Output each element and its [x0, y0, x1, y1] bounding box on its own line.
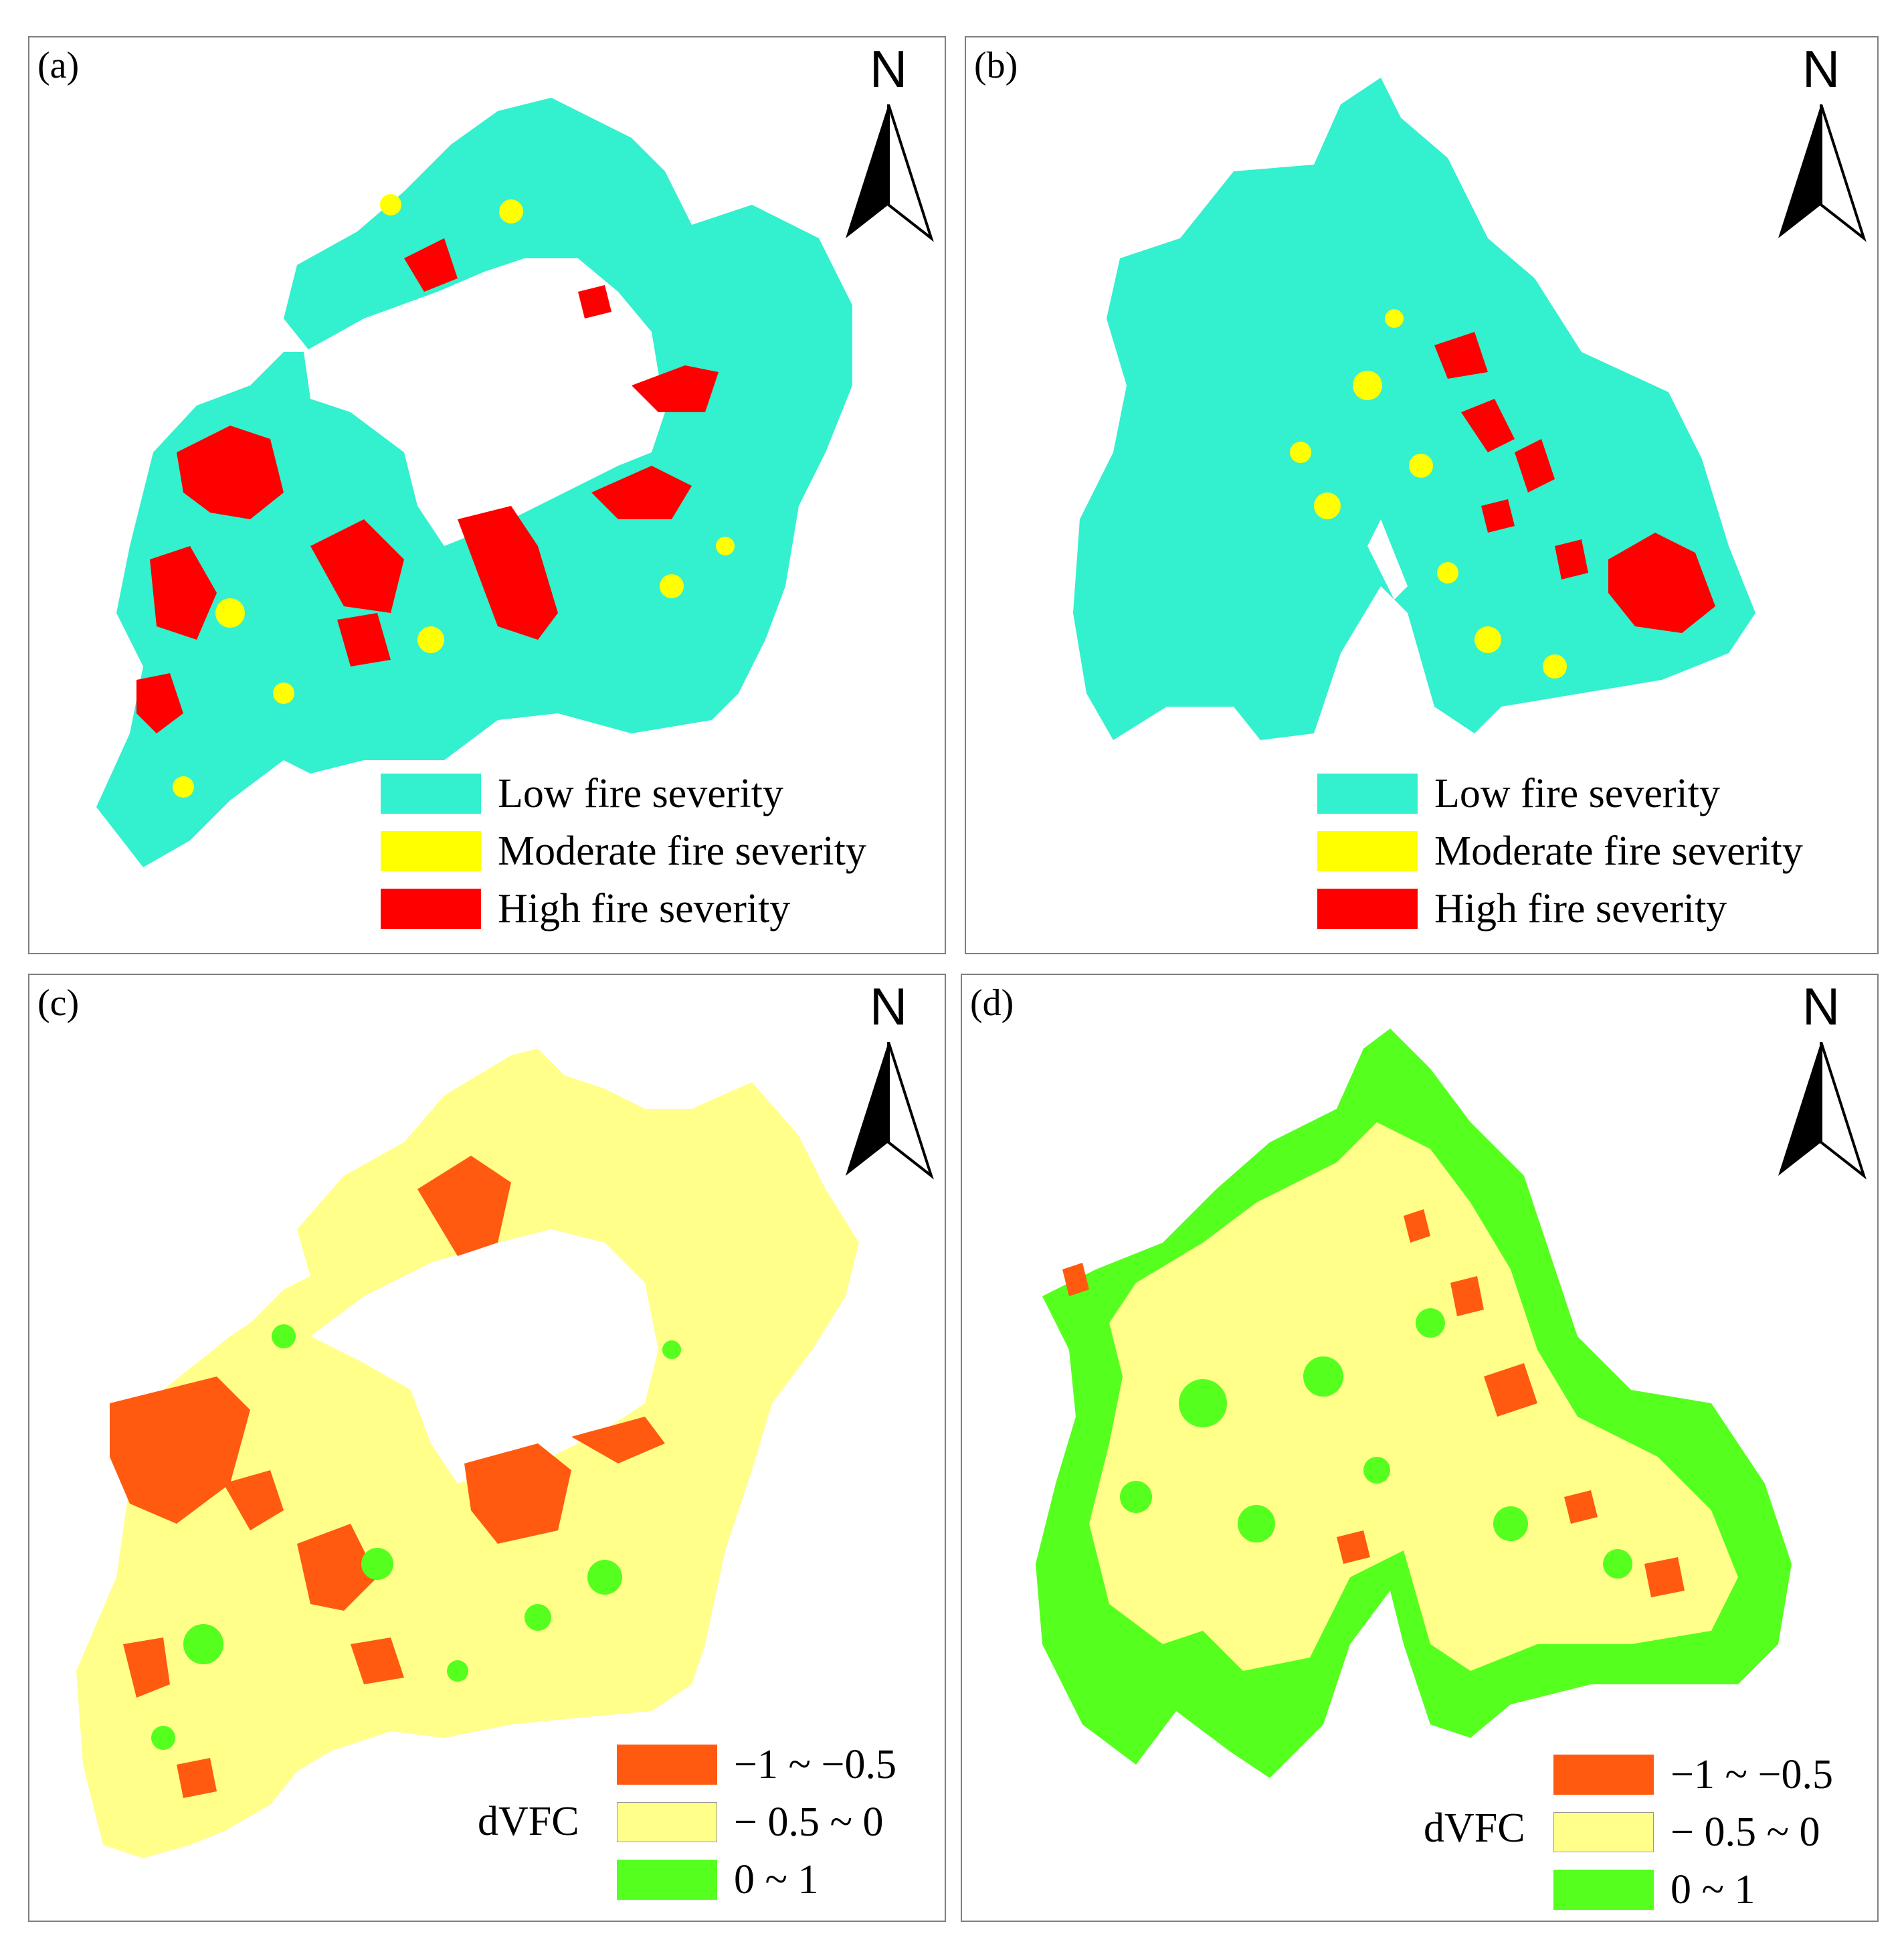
- legend-swatch-positive: [617, 1860, 717, 1900]
- legend-swatch-moderate: [381, 831, 481, 871]
- legend-label-low: Low fire severity: [1434, 771, 1720, 816]
- north-arrow-icon: [846, 1042, 934, 1180]
- legend-swatch-high: [1317, 889, 1418, 929]
- legend-label-negative-low: − 0.5 ~ 0: [1671, 1809, 1820, 1855]
- legend-label-moderate: Moderate fire severity: [1434, 828, 1803, 874]
- legend-label-negative-low: − 0.5 ~ 0: [734, 1799, 884, 1845]
- north-label: N: [869, 39, 908, 98]
- panel-c: (c) N dVFC −1 ~ −0.5 − 0.5 ~ 0 0 ~ 1: [28, 974, 946, 1922]
- legend-label-high: High fire severity: [1434, 886, 1727, 931]
- north-label: N: [1802, 977, 1840, 1036]
- north-arrow-b: N: [1774, 43, 1868, 257]
- north-arrow-d: N: [1774, 980, 1868, 1194]
- legend-label-high: High fire severity: [498, 886, 791, 931]
- panel-d: (d) N dVFC −1 ~ −0.5 − 0.5 ~ 0 0 ~ 1: [961, 974, 1879, 1922]
- legend-swatch-positive: [1553, 1870, 1654, 1910]
- north-arrow-a: N: [842, 43, 935, 257]
- panel-a: (a) N Low fire severity Moderate fire se…: [28, 36, 946, 954]
- north-arrow-icon: [1778, 104, 1867, 242]
- panel-label-c: (c): [37, 982, 80, 1024]
- legend-swatch-negative-high: [617, 1745, 717, 1785]
- panel-label-b: (b): [974, 45, 1018, 86]
- legend-swatch-negative-low: [1553, 1812, 1654, 1852]
- north-arrow-icon: [1778, 1042, 1867, 1180]
- north-label: N: [869, 977, 908, 1036]
- legend-label-moderate: Moderate fire severity: [498, 828, 866, 874]
- legend-label-negative-high: −1 ~ −0.5: [734, 1742, 896, 1787]
- legend-swatch-negative-high: [1553, 1755, 1654, 1795]
- legend-swatch-negative-low: [617, 1802, 717, 1842]
- legend-label-negative-high: −1 ~ −0.5: [1671, 1752, 1833, 1797]
- north-label: N: [1802, 39, 1840, 98]
- legend-label-low: Low fire severity: [498, 771, 783, 816]
- legend-swatch-low: [1317, 774, 1418, 814]
- fire-severity-map-a: [96, 98, 852, 867]
- legend-swatch-high: [381, 889, 481, 929]
- legend-title-dvfc: dVFC: [478, 1799, 579, 1844]
- legend-swatch-moderate: [1317, 831, 1418, 871]
- panel-b: (b) N Low fire severity Moderate fire se…: [965, 36, 1879, 954]
- legend-swatch-low: [381, 774, 481, 814]
- dvfc-map-d: [1036, 1029, 1792, 1778]
- panel-label-d: (d): [970, 982, 1014, 1024]
- legend-label-positive: 0 ~ 1: [1671, 1867, 1755, 1913]
- legend-label-positive: 0 ~ 1: [734, 1857, 819, 1902]
- dvfc-map-c: [76, 1049, 859, 1858]
- fire-severity-map-b: [1073, 78, 1755, 740]
- panel-label-a: (a): [37, 45, 80, 86]
- legend-title-dvfc: dVFC: [1424, 1805, 1525, 1851]
- north-arrow-icon: [846, 104, 934, 242]
- north-arrow-c: N: [842, 980, 935, 1194]
